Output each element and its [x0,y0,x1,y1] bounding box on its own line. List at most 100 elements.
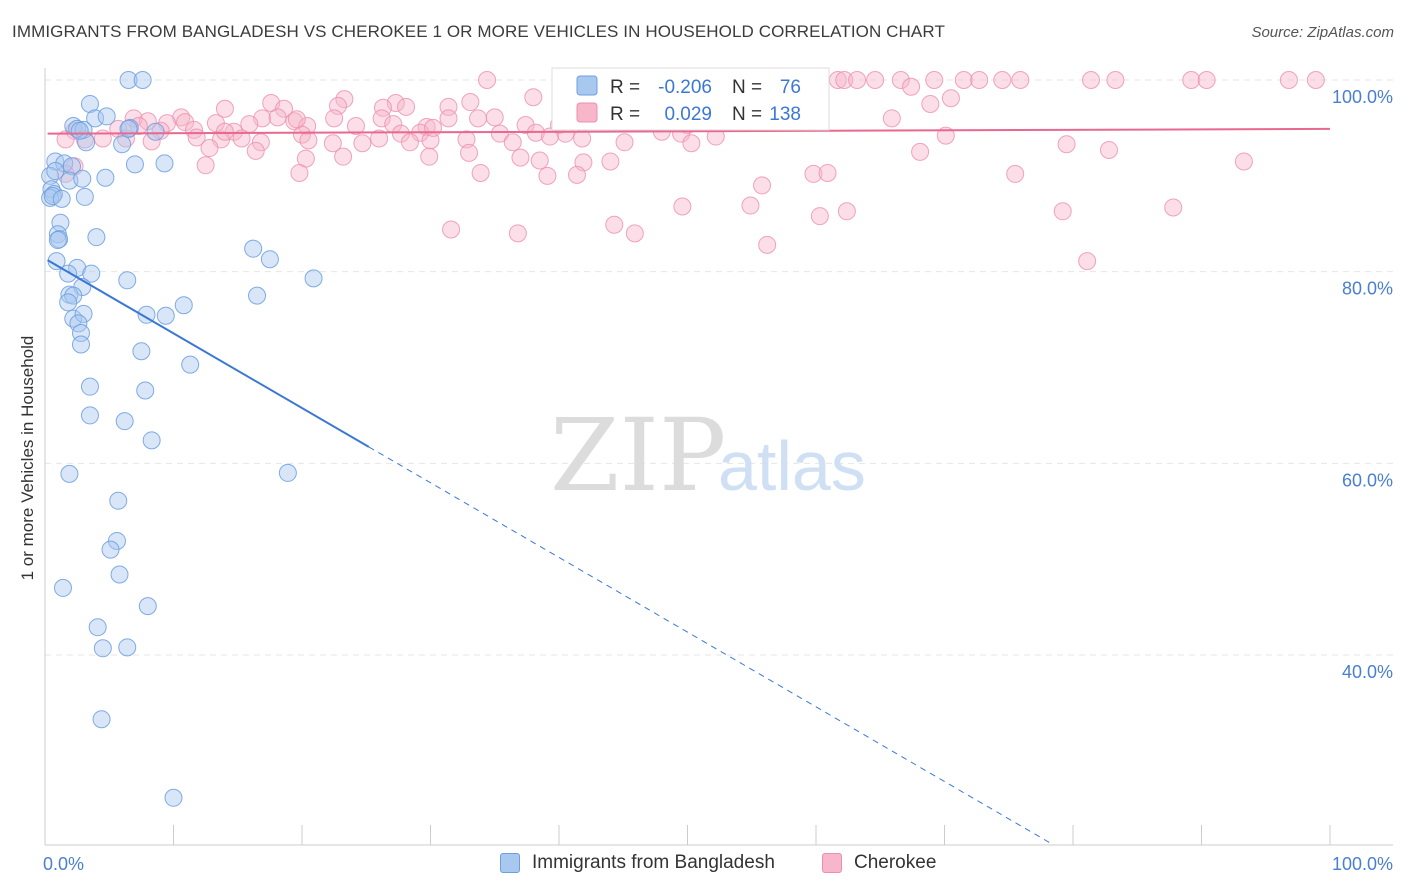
bangladesh-point [52,189,71,208]
cherokee-point [1197,71,1216,89]
bangladesh-point [75,187,94,206]
cherokee-point [298,117,317,135]
cherokee-point [442,220,461,239]
bangladesh-point [71,335,90,354]
bangladesh-point [82,264,101,283]
cherokee-point [516,116,535,135]
cherokee-point [469,109,488,128]
cherokee-point [1306,71,1325,89]
cherokee-point [457,130,476,149]
bangladesh-point [125,155,144,174]
cherokee-point [615,133,634,152]
cherokee-point [1099,140,1118,159]
cherokee-point [911,142,930,161]
cherokee-point [1006,164,1025,183]
cherokee-point [397,97,416,116]
cherokee-point [508,224,527,243]
stats-r-value-2: 0.029 [664,104,712,125]
bangladesh-point [115,412,134,431]
bangladesh-point [46,152,65,171]
cherokee-point [490,124,509,143]
stats-r-value-1: -0.206 [658,77,712,98]
cherokee-point [993,71,1012,89]
bangladesh-point [146,122,165,141]
cherokee-point [936,126,955,145]
cherokee-point [56,130,75,149]
bangladesh-point [136,381,155,400]
bangladesh-point [96,168,115,187]
bangladesh-point [260,250,279,269]
cherokee-point [246,141,265,160]
bangladesh-point [120,118,139,137]
stats-box: R = -0.206 N = 76 R = 0.029 N = 138 [551,67,830,131]
cherokee-point [524,88,543,107]
bangladesh-point [278,463,297,482]
stats-swatch-blue [576,75,598,96]
cherokee-point [334,147,353,166]
cherokee-point [970,71,989,89]
stats-n-value-2: 138 [769,104,801,125]
cherokee-point [1078,252,1097,271]
cherokee-point [511,148,530,167]
cherokee-point [1053,202,1072,221]
cherokee-point [1081,71,1100,89]
bangladesh-point [70,121,89,140]
bangladesh-point [59,293,78,312]
y-tick-label-40: 40.0% [1342,662,1393,682]
cherokee-point [232,129,251,148]
bangladesh-point [64,309,83,328]
bangladesh-point [41,166,60,185]
stats-n-label-1: N = [732,77,762,98]
bangladesh-point [86,109,105,128]
cherokee-point [1279,71,1298,89]
bangladesh-point [110,565,129,584]
cherokee-point [439,109,458,128]
x-tick-label-0: 0.0% [43,854,84,874]
y-tick-label-100: 100.0% [1332,87,1393,107]
bangladesh-point [80,94,99,113]
bangladesh-point [113,135,132,154]
cherokee-point [804,164,823,183]
cherokee-point [810,207,829,226]
cherokee-point [605,215,624,234]
trend-lines [47,127,1331,846]
bangladesh-point [80,406,99,425]
stats-r-label-1: R = [610,77,640,98]
cherokee-point [138,112,157,131]
cherokee-point [673,197,692,216]
y-axis-label: 1 or more Vehicles in Household [18,336,37,581]
legend-label-cherokee: Cherokee [854,852,937,873]
bangladesh-point [132,342,151,361]
cherokee-point [835,71,854,89]
cherokee-point [837,202,856,221]
cherokee-point [176,113,195,132]
bangladesh-point [119,119,138,138]
bangladesh-points [41,71,323,807]
cherokee-point [215,99,234,118]
bangladesh-point [93,639,112,658]
bangladesh-point [119,71,138,89]
cherokee-point [75,130,94,149]
bangladesh-point [80,377,99,396]
bangladesh-point [164,788,183,807]
cherokee-point [530,151,549,170]
bangladesh-point [304,269,323,288]
legend-item-cherokee[interactable]: Cherokee [822,852,936,874]
cherokee-point [151,121,170,140]
cherokee-point [891,71,910,89]
stats-box-frame [551,67,830,131]
cherokee-point [461,93,480,112]
source-credit: Source: ZipAtlas.com [1251,24,1394,41]
cherokee-point [882,109,901,128]
bangladesh-point [74,304,93,323]
cherokee-point [1057,135,1076,154]
legend-item-bangladesh[interactable]: Immigrants from Bangladesh [500,852,775,874]
bangladesh-point [50,230,69,249]
bangladesh-point [92,710,111,729]
bangladesh-point [51,213,70,232]
cherokee-point [1011,71,1030,89]
bangladesh-point [174,296,193,315]
cherokee-point [753,176,772,195]
watermark-atlas: atlas [718,427,866,505]
